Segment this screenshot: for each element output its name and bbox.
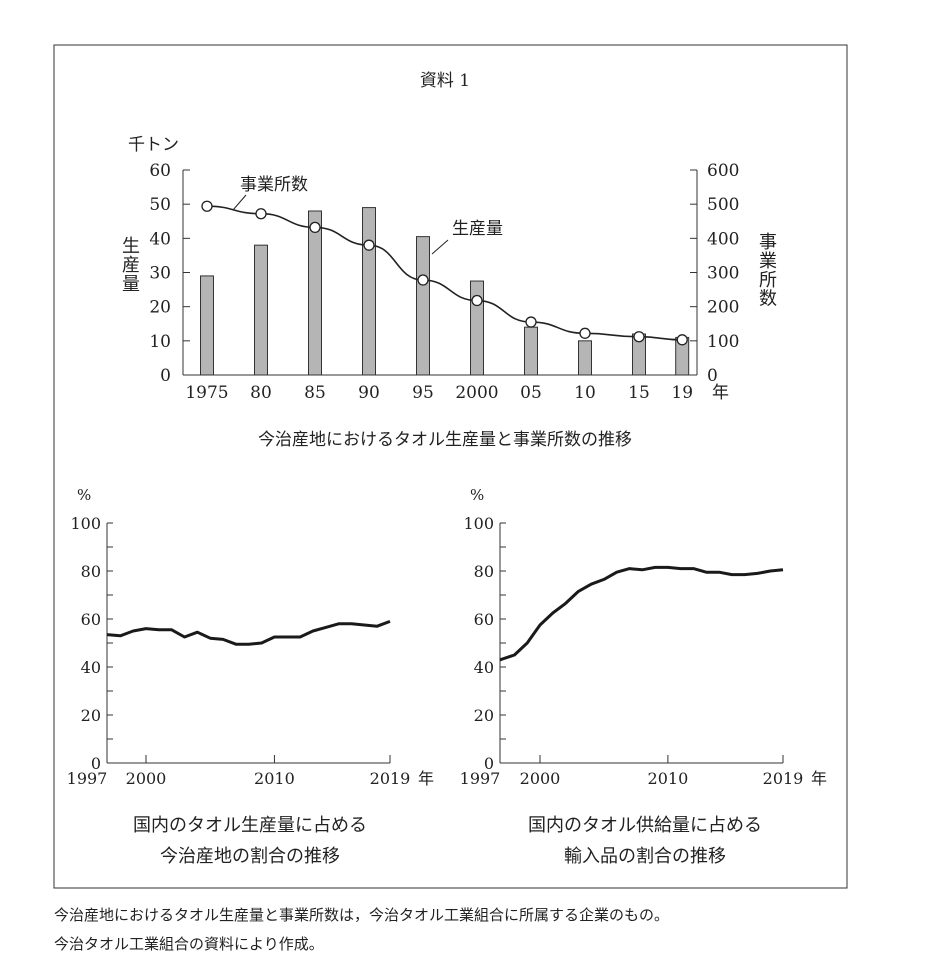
left-tick-label: 40 <box>149 229 171 249</box>
right-axis-label-char: 数 <box>759 289 777 310</box>
chart-caption-line: 国内のタオル供給量に占める <box>528 815 762 836</box>
right-axis-label-char: 所 <box>759 270 777 291</box>
x-tick-label: 19 <box>671 383 693 403</box>
x-tick-label: 15 <box>628 383 650 403</box>
y-tick-label: 0 <box>484 754 494 773</box>
y-tick-label: 80 <box>81 562 101 581</box>
y-tick-label: 100 <box>70 514 101 533</box>
data-line <box>106 619 391 646</box>
left-tick-label: 50 <box>149 195 171 215</box>
figure-title: 資料 1 <box>420 71 470 91</box>
top-chart: 01020304050600100200300400500600千トン生産量事業… <box>122 135 777 450</box>
chart-caption: 今治産地におけるタオル生産量と事業所数の推移 <box>258 430 632 450</box>
bar <box>524 326 538 376</box>
y-tick-label: 60 <box>474 610 494 629</box>
line-marker <box>471 294 483 307</box>
bottom-right-chart: 0 20 40 60 80 100% 1997 2000 2010 2019 年国内のタオル供給量に… <box>460 486 827 867</box>
y-tick-label: 60 <box>81 610 101 629</box>
x-unit: 年 <box>811 769 827 788</box>
chart-caption-line: 今治産地の割合の推移 <box>160 846 340 867</box>
right-tick-label: 400 <box>707 229 739 249</box>
left-tick-label: 10 <box>149 332 171 352</box>
chart-caption-line: 輸入品の割合の推移 <box>564 846 726 867</box>
x-tick-label: 1997 <box>67 769 108 788</box>
y-tick-label: 0 <box>91 754 101 773</box>
right-tick-label: 300 <box>707 264 739 284</box>
leader-line <box>232 194 247 211</box>
x-tick-label: 2000 <box>126 769 167 788</box>
right-tick-label: 200 <box>707 298 739 318</box>
bar <box>578 340 592 376</box>
line-marker <box>633 331 645 343</box>
line-marker <box>363 239 375 251</box>
line-marker <box>676 334 688 346</box>
line-marker <box>525 316 537 328</box>
right-axis-label-char: 業 <box>759 251 777 272</box>
x-unit: 年 <box>712 383 729 403</box>
x-tick-label: 2000 <box>520 769 561 788</box>
y-tick-label: 40 <box>474 658 494 677</box>
series-label-生産量: 生産量 <box>452 219 503 239</box>
y-axis-unit: % <box>77 486 91 504</box>
left-axis-label-char: 生 <box>122 236 140 257</box>
left-tick-label: 0 <box>160 366 171 386</box>
series-label-事業所数: 事業所数 <box>240 175 308 195</box>
x-tick-label: 2019 <box>370 769 411 788</box>
x-tick-label: 90 <box>358 383 380 403</box>
right-tick-label: 500 <box>707 195 739 215</box>
y-tick-label: 40 <box>81 658 101 677</box>
left-axis-label-char: 量 <box>122 274 140 295</box>
line-marker <box>201 200 213 212</box>
y-tick-label: 20 <box>81 706 101 725</box>
bar <box>254 244 268 376</box>
x-tick-label: 2010 <box>254 769 295 788</box>
x-tick-label: 85 <box>304 383 326 403</box>
x-unit: 年 <box>418 769 434 788</box>
x-tick-label: 10 <box>574 383 596 403</box>
bar <box>308 210 322 376</box>
bar <box>362 207 376 376</box>
bar <box>200 275 214 376</box>
x-tick-label: 2000 <box>455 383 498 403</box>
line-事業所数 <box>206 205 683 341</box>
footnote-1: 今治産地におけるタオル生産量と事業所数は，今治タオル工業組合に所属する企業のもの… <box>54 906 670 924</box>
y-tick-label: 20 <box>474 706 494 725</box>
x-tick-label: 1975 <box>185 383 228 403</box>
bottom-left-chart: 0 20 40 60 80 100% 1997 2000 2010 2019 年国内のタオル生産量に… <box>67 486 434 867</box>
footnote-2: 今治タオル工業組合の資料により作成。 <box>54 935 324 953</box>
x-tick-label: 80 <box>250 383 272 403</box>
line-marker <box>579 327 591 339</box>
right-tick-label: 0 <box>707 366 718 386</box>
leader-line <box>431 239 449 255</box>
figure-frame <box>53 44 848 889</box>
y-tick-label: 100 <box>463 514 494 533</box>
left-tick-label: 30 <box>149 264 171 284</box>
right-tick-label: 100 <box>707 332 739 352</box>
bar <box>416 236 430 376</box>
data-line <box>499 565 784 662</box>
line-marker <box>417 274 429 286</box>
y-axis-unit: % <box>470 486 484 504</box>
y-tick-label: 80 <box>474 562 494 581</box>
x-tick-label: 1997 <box>460 769 501 788</box>
x-tick-label: 2010 <box>648 769 689 788</box>
right-tick-label: 600 <box>707 161 739 181</box>
left-tick-label: 20 <box>149 298 171 318</box>
x-tick-label: 95 <box>412 383 434 403</box>
left-axis-unit: 千トン <box>128 135 179 155</box>
x-tick-label: 2019 <box>763 769 804 788</box>
right-axis-label-char: 事 <box>759 232 777 253</box>
x-tick-label: 05 <box>520 383 542 403</box>
chart-caption-line: 国内のタオル生産量に占める <box>133 815 367 836</box>
left-axis-label-char: 産 <box>122 255 140 276</box>
left-tick-label: 60 <box>149 161 171 181</box>
line-marker <box>255 208 267 220</box>
line-marker <box>309 221 321 234</box>
